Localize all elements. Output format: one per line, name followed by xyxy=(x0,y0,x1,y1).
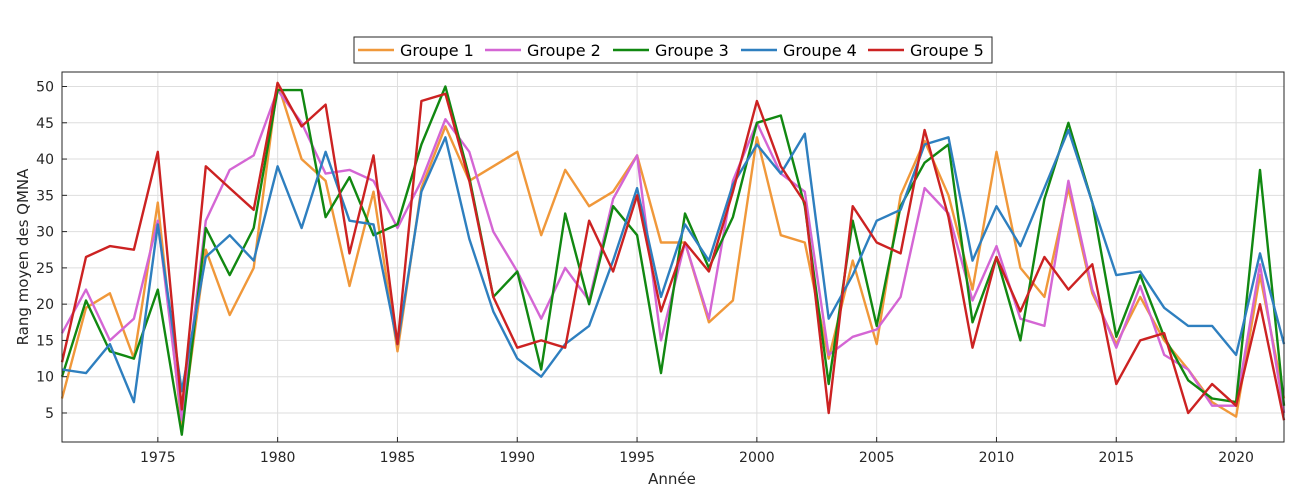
legend-label-groupe-5: Groupe 5 xyxy=(910,41,984,60)
legend-label-groupe-3: Groupe 3 xyxy=(655,41,729,60)
x-tick-label: 2015 xyxy=(1098,450,1134,466)
y-tick-label: 30 xyxy=(36,225,54,241)
legend: Groupe 1 Groupe 2 Groupe 3 Groupe 4 Groupe 5 xyxy=(353,36,993,64)
series-line-groupe-4 xyxy=(61,128,1286,404)
y-tick-label: 35 xyxy=(36,188,54,204)
y-tick-label: 10 xyxy=(36,370,54,386)
legend-label-groupe-4: Groupe 4 xyxy=(783,41,857,60)
y-tick-label: 15 xyxy=(36,333,54,349)
x-tick-label: 2005 xyxy=(859,450,895,466)
legend-label-groupe-1: Groupe 1 xyxy=(400,41,474,60)
x-tick-label: 2020 xyxy=(1218,450,1254,466)
y-axis-ticks: 5 10 15 20 25 30 35 40 45 50 xyxy=(36,80,67,422)
legend-label-groupe-2: Groupe 2 xyxy=(527,41,601,60)
y-tick-label: 50 xyxy=(36,80,54,96)
x-axis-ticks: 1975 1980 1985 1990 1995 2000 2005 2010 2015 2020 xyxy=(140,437,1254,466)
x-tick-label: 2010 xyxy=(979,450,1015,466)
x-tick-label: 1995 xyxy=(619,450,655,466)
series-line-groupe-5 xyxy=(60,81,1286,421)
y-tick-label: 5 xyxy=(45,406,54,422)
y-axis-title: Rang moyen des QMNA xyxy=(14,168,32,346)
x-tick-label: 1985 xyxy=(380,450,416,466)
x-tick-label: 1975 xyxy=(140,450,176,466)
plot-frame xyxy=(61,71,1285,443)
y-tick-label: 20 xyxy=(36,297,54,313)
y-tick-label: 40 xyxy=(36,152,54,168)
y-tick-label: 45 xyxy=(36,116,54,132)
x-tick-label: 1990 xyxy=(499,450,535,466)
x-tick-label: 2000 xyxy=(739,450,775,466)
x-tick-label: 1980 xyxy=(260,450,296,466)
y-tick-label: 25 xyxy=(36,261,54,277)
x-axis-title: Année xyxy=(648,470,696,488)
series-lines xyxy=(60,81,1286,436)
